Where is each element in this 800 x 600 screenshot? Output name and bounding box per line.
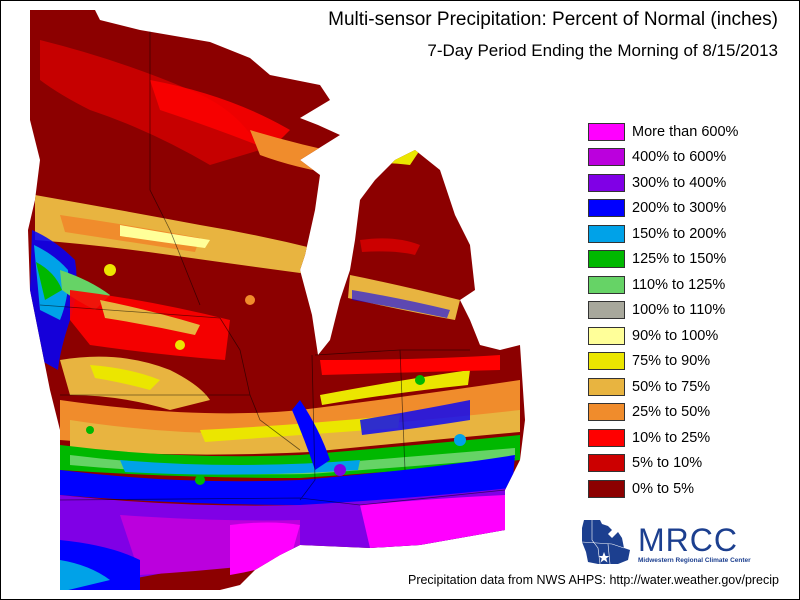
map-subtitle: 7-Day Period Ending the Morning of 8/15/… (427, 41, 778, 60)
legend-label: 25% to 50% (632, 404, 711, 420)
legend-item: 400% to 600% (588, 148, 788, 167)
legend-swatch (588, 224, 625, 243)
legend-item: 150% to 200% (588, 224, 788, 243)
legend-label: 5% to 10% (632, 455, 703, 471)
legend-swatch (588, 275, 625, 294)
legend-item: 125% to 150% (588, 250, 788, 269)
legend-item: 25% to 50% (588, 403, 788, 422)
legend: More than 600% 400% to 600% 300% to 400% 20… (588, 122, 788, 505)
legend-swatch (588, 122, 625, 141)
legend-swatch (588, 352, 625, 370)
legend-item: 50% to 75% (588, 377, 788, 396)
legend-item: 75% to 90% (588, 352, 788, 371)
legend-item: 300% to 400% (588, 173, 788, 192)
legend-item: 5% to 10% (588, 454, 788, 473)
legend-swatch (588, 377, 625, 396)
logo-subtitle: Midwestern Regional Climate Center (638, 557, 751, 564)
legend-label: 110% to 125% (632, 276, 726, 293)
legend-swatch (588, 173, 625, 192)
legend-swatch (588, 301, 625, 319)
legend-label: 0% to 5% (632, 480, 695, 497)
legend-swatch (588, 479, 625, 498)
legend-label: 400% to 600% (632, 149, 727, 165)
legend-label: 10% to 25% (632, 429, 711, 446)
legend-label: 200% to 300% (632, 200, 727, 216)
mrcc-logo: MRCC Midwestern Regional Climate Center (578, 518, 788, 568)
legend-item: 0% to 5% (588, 479, 788, 498)
legend-item: More than 600% (588, 122, 788, 141)
legend-label: 125% to 150% (632, 251, 727, 267)
source-note: Precipitation data from NWS AHPS: http:/… (407, 573, 779, 587)
map-title: Multi-sensor Precipitation: Percent of N… (328, 9, 778, 30)
legend-item: 10% to 25% (588, 428, 788, 447)
legend-label: 100% to 110% (632, 302, 726, 318)
legend-swatch (588, 326, 625, 345)
legend-swatch (588, 148, 625, 166)
logo-wordmark: MRCC (638, 522, 738, 558)
land-mass (28, 10, 525, 590)
legend-item: 200% to 300% (588, 199, 788, 218)
midwest-map-icon (581, 520, 630, 565)
legend-swatch (588, 428, 625, 447)
legend-swatch (588, 403, 625, 421)
legend-item: 110% to 125% (588, 275, 788, 294)
legend-label: 150% to 200% (632, 225, 727, 242)
legend-item: 100% to 110% (588, 301, 788, 320)
legend-label: 90% to 100% (632, 327, 719, 344)
legend-label: More than 600% (632, 123, 739, 140)
legend-label: 50% to 75% (632, 378, 711, 395)
legend-label: 75% to 90% (632, 353, 711, 369)
legend-swatch (588, 250, 625, 268)
legend-swatch (588, 454, 625, 472)
legend-swatch (588, 199, 625, 217)
legend-label: 300% to 400% (632, 174, 727, 191)
legend-item: 90% to 100% (588, 326, 788, 345)
